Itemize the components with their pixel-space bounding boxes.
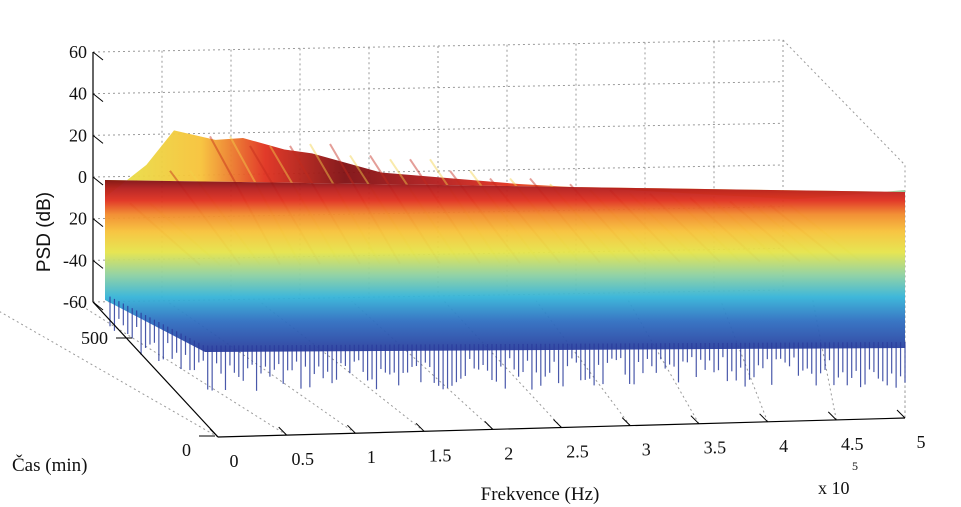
z-tick-label: 0 xyxy=(78,167,87,187)
z-tick-mark xyxy=(92,51,104,61)
x-tick-label: 1.5 xyxy=(429,445,452,465)
x-tick-label: 2 xyxy=(504,443,513,463)
surface-front-skirt xyxy=(105,180,905,352)
z-tick-label: 20 xyxy=(69,209,87,229)
grid-line-floor xyxy=(443,300,562,428)
z-tick-mark xyxy=(92,259,104,269)
y-tick-label: 0 xyxy=(182,440,191,460)
zlabel-psd: PSD (dB) xyxy=(34,192,55,272)
x-tick-label: 5 xyxy=(917,432,926,452)
x-tick-mark xyxy=(759,413,768,423)
grid-line-floor xyxy=(0,311,219,438)
x-tick-mark xyxy=(484,421,494,430)
z-tick-label: -40 xyxy=(63,250,87,270)
z-tick-mark xyxy=(92,301,104,311)
x-tick-mark xyxy=(278,426,288,436)
z-tick-mark xyxy=(92,93,104,103)
z-tick-mark xyxy=(92,134,104,144)
x-tick-mark xyxy=(827,411,837,421)
x-multiplier-label: x 10 xyxy=(818,478,850,498)
x-tick-label: 3 xyxy=(642,440,651,460)
z-tick-label: 40 xyxy=(69,84,87,104)
z-tick-mark xyxy=(92,176,104,186)
x-tick-mark xyxy=(621,417,631,426)
x-tick-label: 4 xyxy=(779,436,788,456)
x-tick-label: 0.5 xyxy=(291,449,314,469)
x-tick-label: 0 xyxy=(230,451,239,471)
x-tick-label: 2.5 xyxy=(566,442,589,462)
grid-line-floor xyxy=(720,300,769,422)
x-tick-mark xyxy=(415,422,425,432)
grid-line-floor xyxy=(351,300,494,430)
axis-labels: PSD (dB) Čas (min) Frekvence (Hz) x 10 5 xyxy=(12,192,858,505)
surface-top xyxy=(105,130,905,200)
y-tick-label: 500 xyxy=(81,328,108,348)
x-tick-mark xyxy=(896,409,906,419)
z-tick-label: 60 xyxy=(69,42,87,62)
psd-surface xyxy=(105,130,906,391)
x-tick-label: 1 xyxy=(367,447,376,467)
y-axis-line xyxy=(92,301,219,438)
grid-line-z xyxy=(92,122,784,136)
grid-line-floor xyxy=(627,300,700,424)
ylabel-cas: Čas (min) xyxy=(12,454,87,476)
xlabel-frekvence: Frekvence (Hz) xyxy=(481,484,600,505)
x-tick-label: 4.5 xyxy=(841,434,864,454)
x-tick-mark xyxy=(690,415,700,425)
x-tick-mark xyxy=(347,424,356,434)
z-tick-mark xyxy=(92,218,104,228)
x-tick-mark xyxy=(553,419,562,428)
x-multiplier-exponent: 5 xyxy=(852,459,858,473)
x-tick-mark xyxy=(209,428,219,438)
x-tick-label: 3.5 xyxy=(704,438,727,458)
z-tick-label: -60 xyxy=(63,292,87,312)
axes: 60 40 20 0 20 -40 -60 0 500 0 0.5 1 1.5 2 2.5 3 3.5 4 4.5 5 xyxy=(63,42,926,471)
z-tick-label: 20 xyxy=(69,125,87,145)
